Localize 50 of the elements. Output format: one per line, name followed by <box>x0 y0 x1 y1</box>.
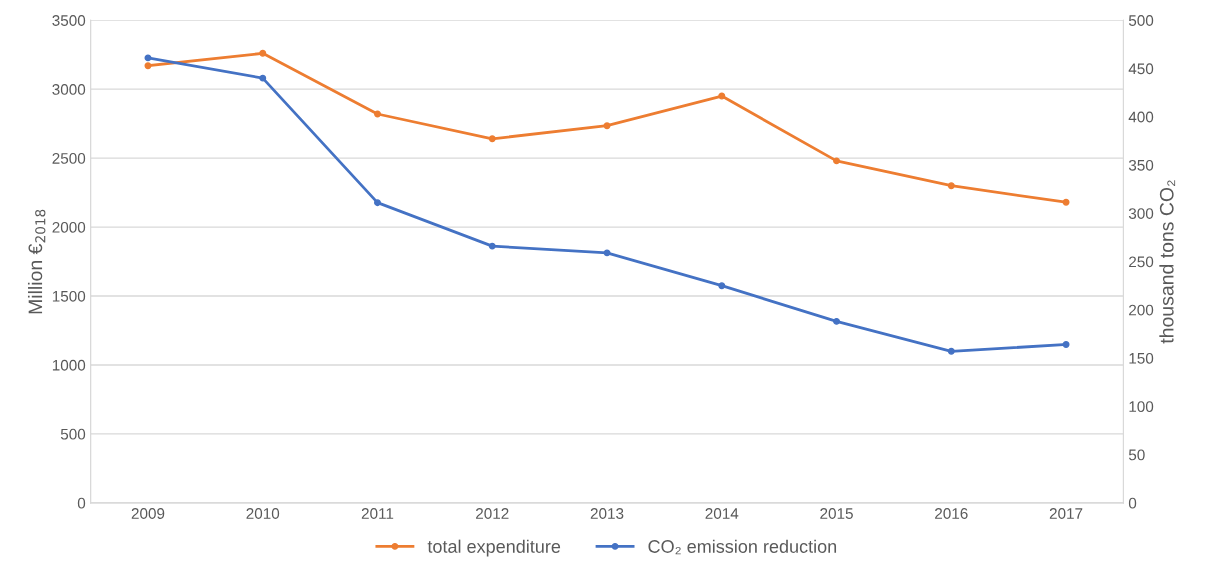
point <box>947 347 955 355</box>
point <box>374 110 381 118</box>
point <box>947 182 955 190</box>
y-tick-label: 2500 <box>52 152 86 164</box>
y2-tick-label: 400 <box>1128 111 1154 123</box>
point <box>833 317 841 325</box>
y-tick-label: 500 <box>60 428 86 440</box>
y2-tick-label: 0 <box>1128 497 1137 509</box>
point <box>603 122 611 130</box>
point <box>374 199 381 207</box>
y2-tick-label: 350 <box>1128 159 1154 171</box>
y2-axis-title: thousand tons CO₂ <box>1159 180 1176 344</box>
y-tick-label: 1000 <box>52 359 86 371</box>
point <box>144 62 152 70</box>
x-tick-label: 2011 <box>361 508 394 519</box>
x-tick-label: 2010 <box>246 508 280 519</box>
point <box>488 242 496 250</box>
x-tick-label: 2009 <box>131 508 165 519</box>
point <box>1062 341 1070 349</box>
point <box>603 249 611 257</box>
y2-tick-label: 50 <box>1128 449 1145 461</box>
point <box>144 54 152 62</box>
y2-tick-label: 300 <box>1128 208 1154 219</box>
point <box>488 135 496 143</box>
y-tick-label: 2000 <box>52 221 86 233</box>
y-tick-label: 3000 <box>52 84 86 95</box>
y2-tick-label: 500 <box>1128 15 1154 26</box>
y2-tick-label: 100 <box>1129 401 1154 413</box>
y-tick-label: 3500 <box>52 15 86 26</box>
y2-tick-label: 200 <box>1129 304 1154 316</box>
y-tick-label: 0 <box>77 497 86 509</box>
y-tick-label: 1500 <box>52 290 86 302</box>
point <box>259 49 267 57</box>
y2-tick-label: 250 <box>1129 256 1154 268</box>
x-tick-label: 2017 <box>1049 508 1083 519</box>
y2-tick-label: 450 <box>1128 63 1154 75</box>
x-tick-label: 2012 <box>476 508 509 519</box>
point <box>718 92 726 100</box>
point <box>833 157 841 165</box>
x-tick-label: 2016 <box>935 508 968 519</box>
x-tick-label: 2015 <box>820 508 853 519</box>
y2-tick-label: 150 <box>1129 352 1154 364</box>
legend-label: total expenditure <box>427 539 561 557</box>
x-tick-label: 2013 <box>590 508 624 519</box>
legend-label: CO₂ emission reduction <box>648 539 837 555</box>
point <box>259 74 267 82</box>
x-tick-label: 2014 <box>705 508 739 519</box>
point <box>718 282 726 290</box>
y-axis-title: Million €$_{2018}$ <box>27 209 46 314</box>
point <box>1062 198 1070 206</box>
